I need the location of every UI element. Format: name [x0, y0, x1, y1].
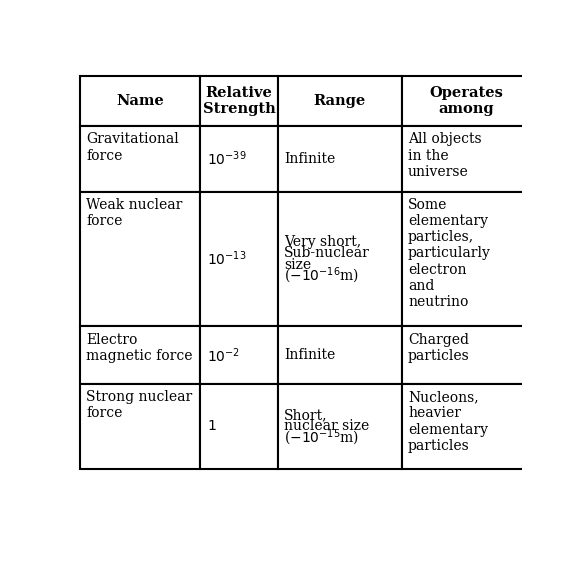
Bar [80, 327, 200, 384]
Text: ($-10^{-15}$m): ($-10^{-15}$m) [284, 428, 359, 448]
Text: nuclear size: nuclear size [284, 420, 369, 433]
Bar [402, 126, 530, 192]
Bar [80, 76, 200, 126]
Bar [402, 327, 530, 384]
Text: $10^{-39}$: $10^{-39}$ [206, 149, 246, 168]
Bar [80, 126, 200, 192]
Text: Short,: Short, [284, 408, 328, 422]
Text: $10^{-2}$: $10^{-2}$ [206, 346, 240, 365]
Text: $10^{-13}$: $10^{-13}$ [206, 250, 246, 268]
Text: $1$: $1$ [206, 420, 216, 433]
Text: Gravitational
force: Gravitational force [86, 132, 179, 162]
Text: Charged
particles: Charged particles [408, 332, 470, 363]
Text: Infinite: Infinite [284, 348, 335, 362]
Bar [200, 76, 278, 126]
Text: Some
elementary
particles,
particularly
electron
and
neutrino: Some elementary particles, particularly … [408, 198, 491, 309]
Text: Nucleons,
heavier
elementary
particles: Nucleons, heavier elementary particles [408, 390, 488, 453]
Text: Strong nuclear
force: Strong nuclear force [86, 390, 193, 421]
Text: ($-10^{-16}$m): ($-10^{-16}$m) [284, 266, 359, 286]
Text: All objects
in the
universe: All objects in the universe [408, 132, 482, 179]
Text: Relative
Strength: Relative Strength [203, 86, 276, 116]
Bar [278, 192, 402, 327]
Bar [80, 192, 200, 327]
Bar [278, 327, 402, 384]
Bar [200, 126, 278, 192]
Bar [278, 76, 402, 126]
Bar [278, 126, 402, 192]
Text: Very short,: Very short, [284, 235, 361, 249]
Bar [402, 384, 530, 469]
Bar [200, 192, 278, 327]
Bar [402, 76, 530, 126]
Text: Operates
among: Operates among [429, 86, 503, 116]
Bar [200, 384, 278, 469]
Bar [402, 192, 530, 327]
Text: size: size [284, 258, 311, 271]
Text: Weak nuclear
force: Weak nuclear force [86, 198, 183, 228]
Bar [278, 384, 402, 469]
Text: Name: Name [117, 94, 164, 108]
Text: Infinite: Infinite [284, 152, 335, 166]
Bar [200, 327, 278, 384]
Text: Sub-nuclear: Sub-nuclear [284, 246, 370, 260]
Bar [80, 384, 200, 469]
Text: Range: Range [314, 94, 366, 108]
Text: Electro
magnetic force: Electro magnetic force [86, 332, 193, 363]
